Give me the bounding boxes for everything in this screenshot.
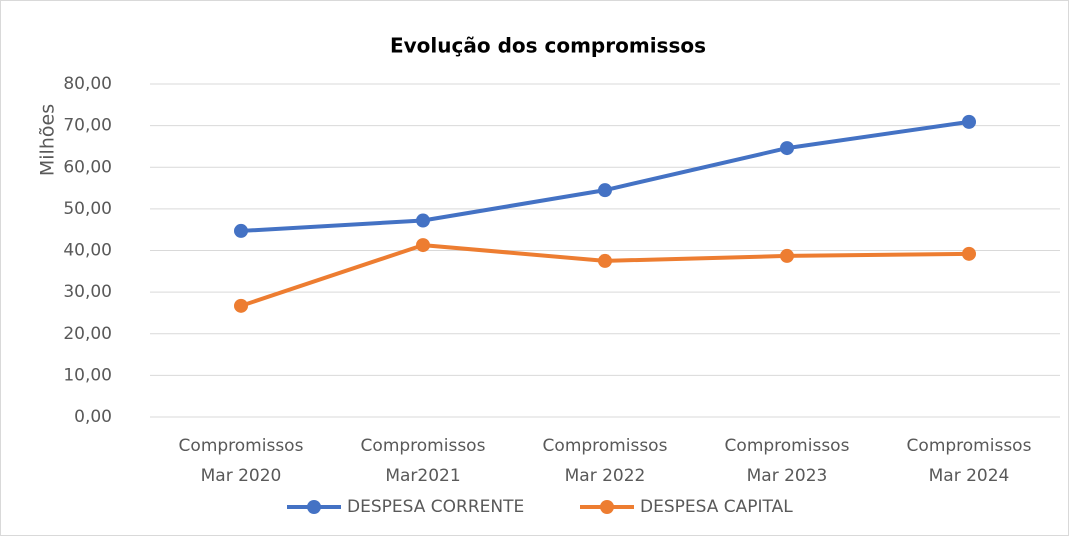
y-tick-label: 30,00 <box>63 282 112 302</box>
y-tick-label: 50,00 <box>63 199 112 219</box>
x-tick-label: Compromissos Mar 2020 <box>179 436 304 486</box>
legend-label: DESPESA CAPITAL <box>640 497 793 517</box>
y-tick-label: 60,00 <box>63 157 112 177</box>
chart-title: Evolução dos compromissos <box>390 34 706 58</box>
point <box>780 141 794 156</box>
y-tick-label: 10,00 <box>63 365 112 385</box>
point <box>598 253 612 268</box>
x-tick-label: Compromissos Mar2021 <box>361 436 486 486</box>
y-axis-label: Milhões <box>37 104 59 176</box>
point <box>234 223 248 238</box>
y-tick-label: 0,00 <box>74 407 112 427</box>
point <box>234 298 248 313</box>
point <box>416 238 430 253</box>
legend-label: DESPESA CORRENTE <box>347 497 524 517</box>
point <box>780 248 794 263</box>
x-tick-label: Compromissos Mar 2024 <box>907 436 1032 486</box>
y-tick-label: 70,00 <box>63 116 112 136</box>
x-tick-label: Compromissos Mar 2023 <box>725 436 850 486</box>
y-tick-label: 80,00 <box>63 74 112 94</box>
point <box>416 213 430 228</box>
legend-marker <box>600 500 614 514</box>
point <box>962 114 976 129</box>
point <box>598 183 612 198</box>
y-tick-label: 40,00 <box>63 241 112 261</box>
point <box>962 246 976 261</box>
legend-marker <box>307 500 321 514</box>
y-tick-label: 20,00 <box>63 324 112 344</box>
x-tick-label: Compromissos Mar 2022 <box>543 436 668 486</box>
